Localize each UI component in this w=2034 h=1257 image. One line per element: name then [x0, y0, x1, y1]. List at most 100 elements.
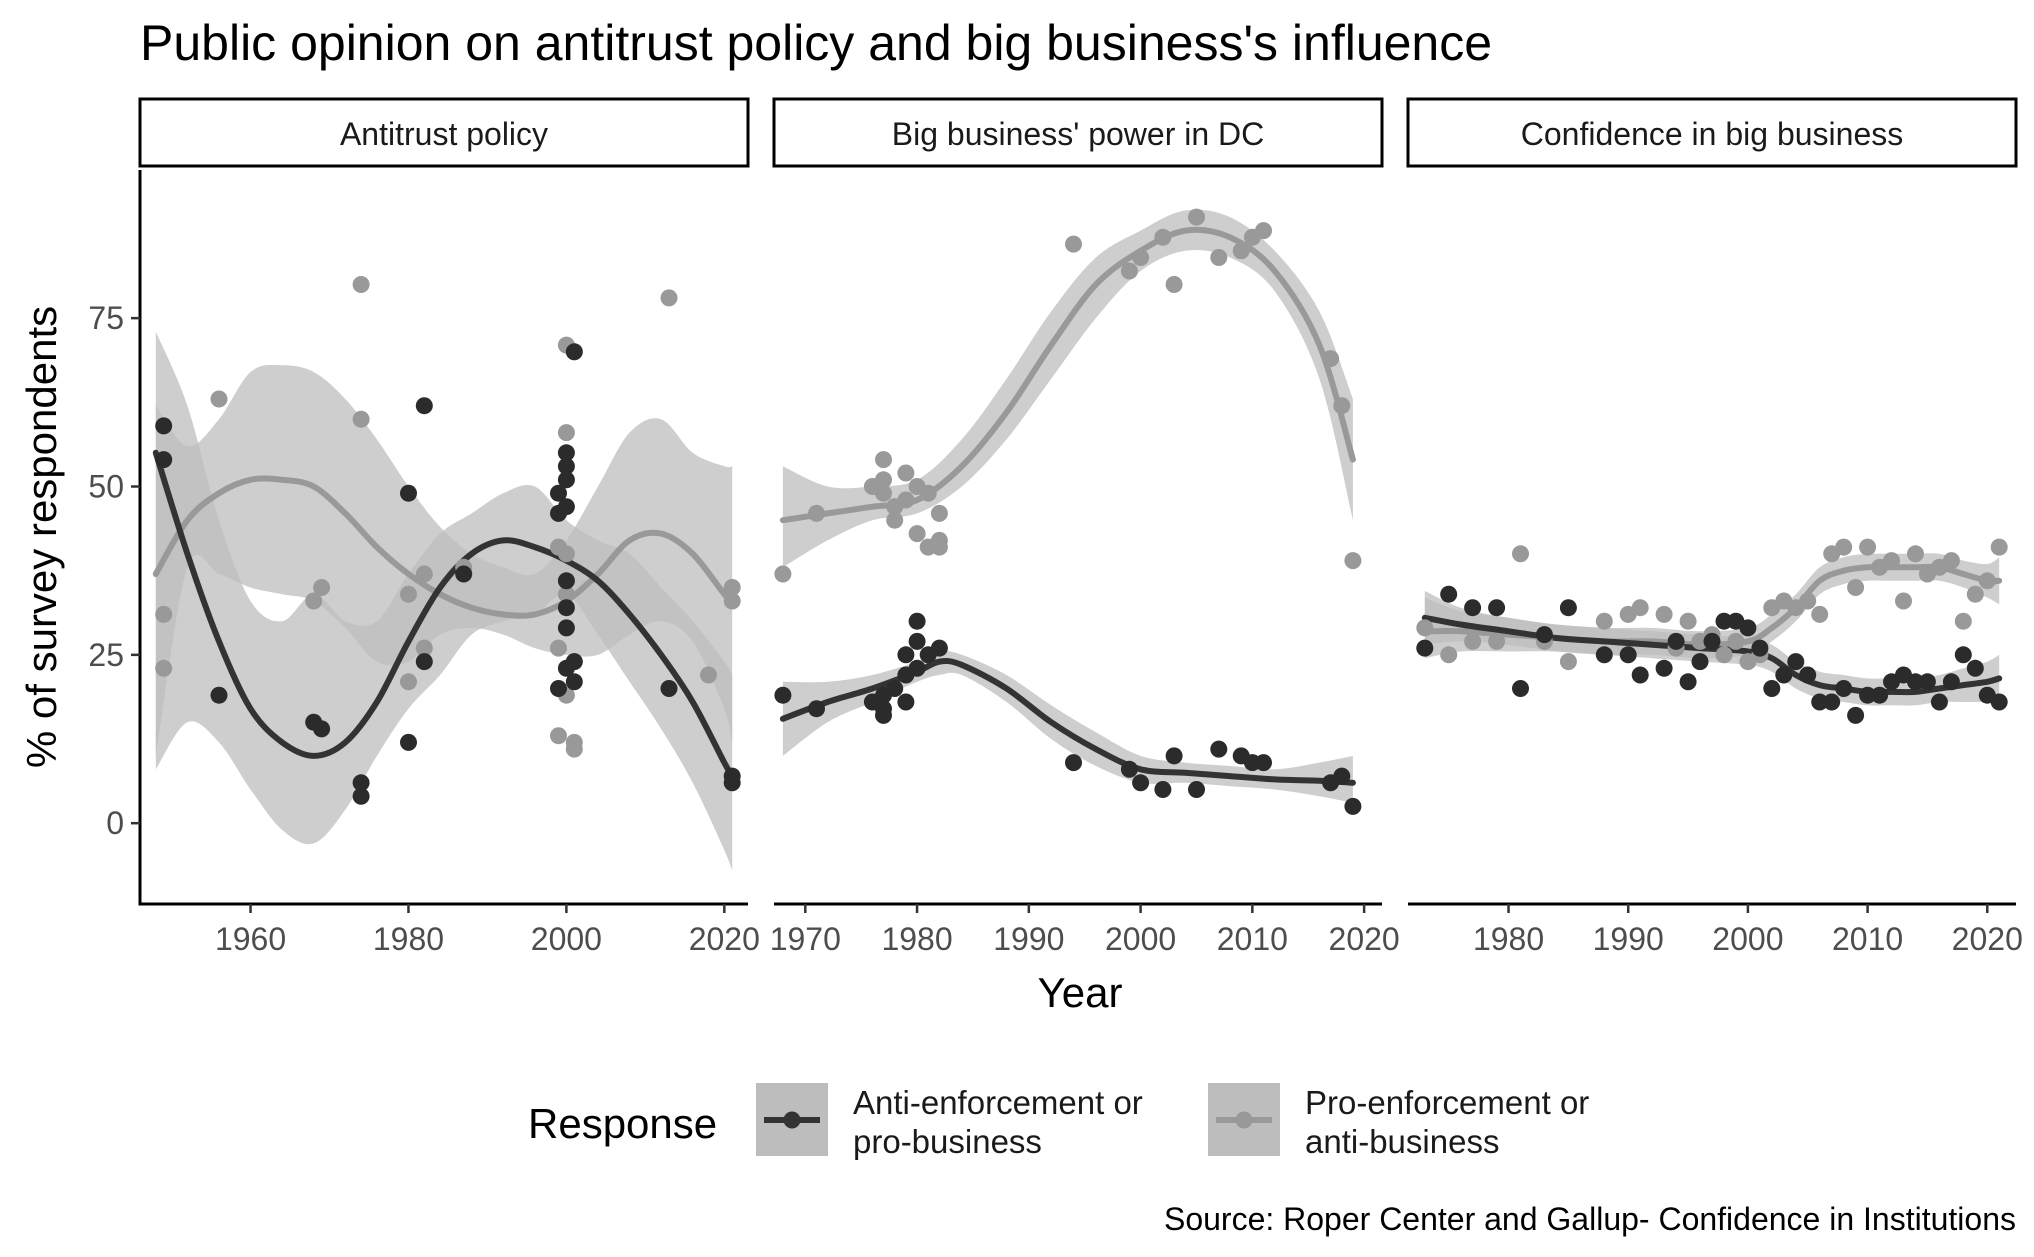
trend-lines: [152, 449, 736, 780]
data-point-anti: [908, 632, 926, 650]
x-tick-label: 1970: [770, 921, 841, 957]
legend: Response Anti-enforcement orpro-business…: [528, 1083, 1589, 1160]
data-points: [1416, 538, 2008, 724]
data-point-anti: [1512, 680, 1529, 697]
confidence-bands: [155, 331, 733, 871]
data-point-pro: [875, 471, 892, 489]
legend-title: Response: [528, 1100, 717, 1147]
x-tick-label: 2000: [1105, 921, 1176, 957]
x-tick-label: 1980: [1473, 921, 1544, 957]
data-point-pro: [1154, 228, 1172, 246]
data-point-anti: [1703, 632, 1721, 650]
data-points: [774, 208, 1362, 815]
data-point-anti: [1154, 781, 1172, 798]
data-point-anti: [550, 484, 567, 502]
facet-strip-label: Big business' power in DC: [892, 116, 1265, 152]
confidence-band-anti: [782, 650, 1353, 803]
data-point-anti: [1333, 767, 1351, 785]
data-point-anti: [1655, 659, 1673, 677]
data-point-pro: [1322, 350, 1340, 368]
data-point-anti: [1535, 626, 1553, 644]
y-tick-label: 0: [106, 805, 124, 841]
legend-label: Anti-enforcement or: [853, 1084, 1143, 1121]
data-point-anti: [557, 572, 575, 590]
trend-line-pro: [152, 475, 736, 619]
data-point-anti: [1763, 680, 1781, 697]
data-point-pro: [1333, 397, 1351, 415]
x-tick-label: 1980: [373, 921, 444, 957]
data-point-anti: [1255, 754, 1272, 772]
data-point-anti: [930, 639, 948, 657]
data-point-pro: [1835, 538, 1853, 556]
data-point-anti: [1416, 639, 1434, 657]
data-point-anti: [1775, 666, 1793, 684]
x-tick-label: 1990: [993, 921, 1064, 957]
data-point-pro: [565, 740, 583, 758]
data-point-anti: [1823, 693, 1841, 711]
data-point-anti: [400, 484, 417, 502]
data-point-anti: [557, 599, 575, 617]
data-point-anti: [352, 787, 370, 805]
data-point-pro: [1715, 646, 1733, 664]
trend-line-pro: [779, 226, 1356, 524]
data-point-anti: [557, 444, 575, 462]
data-point-anti: [1667, 632, 1685, 650]
data-point-pro: [1859, 538, 1877, 556]
data-point-anti: [660, 680, 678, 697]
data-point-anti: [1954, 646, 1972, 664]
data-point-anti: [557, 498, 575, 516]
data-point-pro: [1679, 612, 1697, 630]
legend-label: pro-business: [853, 1123, 1042, 1160]
legend-key-point: [1235, 1111, 1253, 1129]
x-tick-label: 2020: [689, 921, 760, 957]
x-tick-label: 2000: [531, 921, 602, 957]
confidence-band-anti: [155, 331, 733, 871]
data-point-anti: [155, 417, 173, 435]
data-point-pro: [1811, 605, 1829, 623]
data-point-pro: [1907, 545, 1924, 563]
data-point-anti: [1344, 797, 1362, 815]
data-point-pro: [808, 504, 825, 522]
data-point-pro: [1631, 599, 1649, 617]
data-point-anti: [886, 680, 904, 697]
data-point-anti: [723, 767, 741, 785]
data-point-pro: [415, 639, 433, 657]
data-point-anti: [1065, 754, 1082, 772]
panel-2: Big business' power in DC 1970 1980 1990 200…: [770, 97, 1400, 957]
x-axis-title: Year: [1038, 969, 1123, 1016]
data-point-pro: [1978, 572, 1996, 590]
data-point-anti: [1918, 673, 1936, 691]
data-point-pro: [897, 464, 915, 482]
data-point-pro: [1883, 552, 1900, 570]
data-point-anti: [1847, 706, 1865, 724]
data-point-anti: [1188, 781, 1205, 798]
data-point-pro: [400, 673, 417, 691]
chart-caption: Source: Roper Center and Gallup- Confide…: [1164, 1201, 2016, 1237]
chart-title: Public opinion on antitrust policy and b…: [140, 15, 1492, 71]
data-point-pro: [1416, 619, 1434, 637]
data-point-anti: [1691, 653, 1709, 671]
data-point-pro: [1512, 545, 1529, 563]
data-point-anti: [1871, 686, 1889, 704]
data-point-anti: [897, 646, 915, 664]
data-point-pro: [313, 579, 331, 596]
data-point-anti: [908, 612, 926, 630]
data-point-pro: [155, 659, 173, 677]
data-point-pro: [700, 666, 717, 684]
data-point-anti: [1966, 659, 1984, 677]
trend-lines: [779, 226, 1356, 786]
y-axis-title: % of survey respondents: [18, 306, 65, 768]
data-point-anti: [875, 700, 892, 718]
data-point-anti: [1859, 686, 1877, 704]
data-point-pro: [415, 565, 433, 583]
confidence-band-pro: [782, 209, 1353, 568]
x-tick-label: 2020: [1952, 921, 2023, 957]
facet-strip-box: [1406, 97, 2018, 168]
data-point-anti: [1751, 639, 1769, 657]
data-point-anti: [1715, 612, 1733, 630]
data-point-pro: [1210, 249, 1228, 266]
data-point-pro: [1847, 579, 1865, 596]
data-point-pro: [886, 511, 904, 529]
